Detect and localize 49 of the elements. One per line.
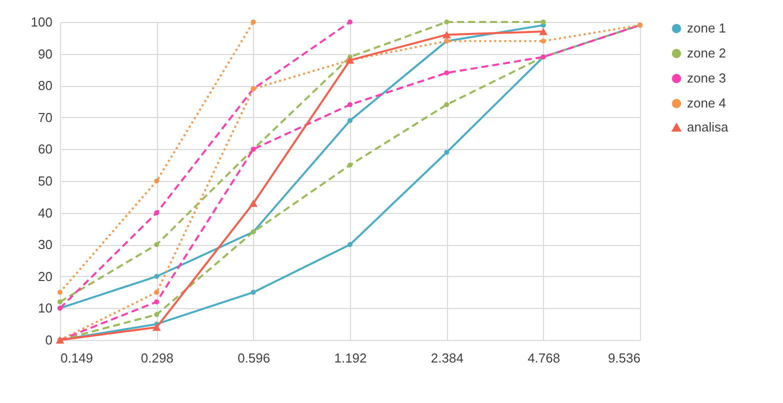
x-tick-label: 0.149 [60, 350, 94, 366]
point [154, 242, 160, 248]
point [250, 290, 256, 295]
y-tick-label: 10 [38, 300, 52, 316]
y-tick-label: 50 [38, 174, 52, 188]
y-tick-label: 70 [38, 110, 52, 125]
y-tick-label: 0 [45, 332, 52, 348]
point [154, 178, 160, 184]
point [250, 20, 256, 24]
x-tick-label: 0.596 [238, 350, 270, 366]
point [154, 299, 160, 304]
point [348, 162, 352, 168]
legend-label: analisa [687, 120, 729, 134]
point [154, 312, 160, 318]
point [444, 20, 450, 24]
point [348, 118, 352, 124]
legend-label: zone 4 [687, 96, 726, 110]
point [539, 28, 548, 36]
x-tick-label: 9.536 [608, 350, 640, 366]
point [154, 290, 160, 295]
y-tick-label: 80 [38, 78, 52, 94]
x-tick-label: 4.768 [528, 350, 560, 366]
point [348, 102, 352, 108]
y-tick-label: 40 [38, 205, 52, 220]
point [152, 324, 161, 331]
point [58, 290, 62, 295]
x-tick-label: 1.192 [334, 350, 367, 366]
y-tick-label: 20 [38, 268, 52, 284]
x-tick-label: 2.384 [430, 350, 464, 366]
y-tick-label: 90 [38, 46, 52, 62]
legend-label: zone 2 [687, 46, 726, 60]
legend-label: zone 3 [687, 70, 726, 86]
point [154, 274, 160, 279]
point [348, 242, 352, 248]
point [444, 150, 450, 155]
point [540, 20, 546, 24]
y-tick-label: 30 [38, 237, 52, 252]
point [154, 210, 160, 216]
point [442, 31, 451, 38]
y-tick-label: 60 [38, 142, 52, 157]
point [58, 299, 62, 304]
legend-label: zone 1 [687, 20, 726, 36]
point [348, 20, 352, 24]
y-tick-label: 100 [30, 14, 52, 30]
point [444, 102, 450, 108]
x-tick-label: 0.298 [140, 350, 174, 366]
point [249, 200, 258, 207]
point [444, 70, 450, 76]
point [540, 38, 546, 44]
